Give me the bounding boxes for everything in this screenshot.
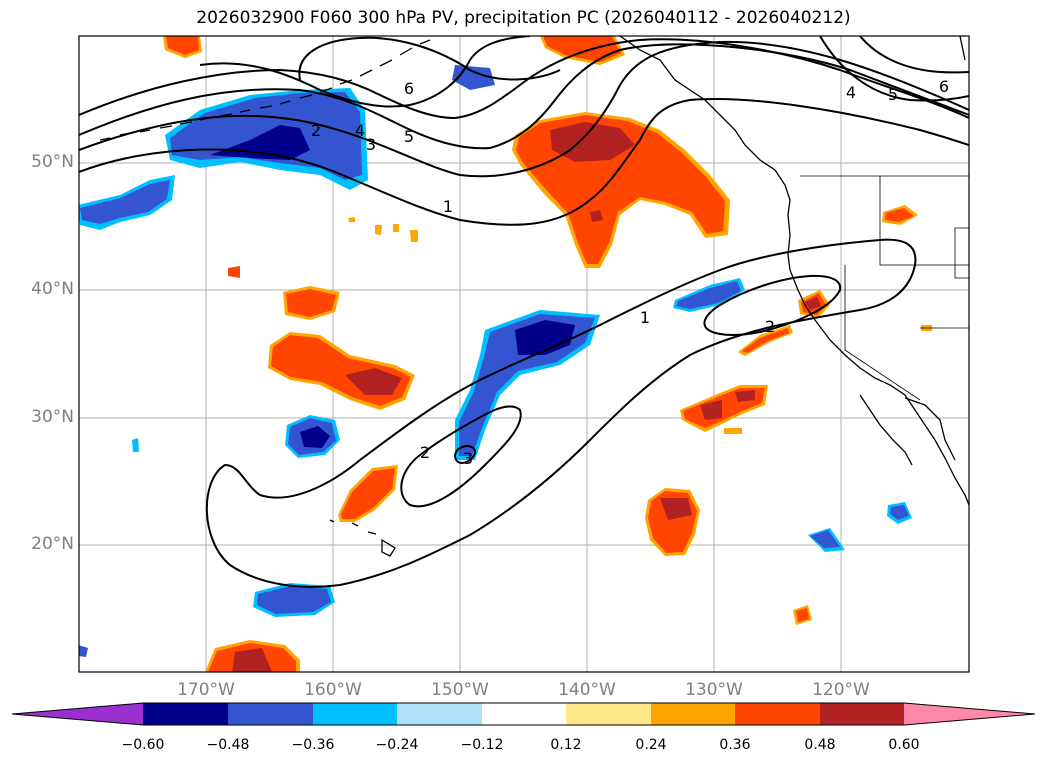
pv-contour-northern-1 <box>79 98 969 226</box>
pv-contours <box>79 36 969 588</box>
colorbar-tick-label: 0.12 <box>550 737 582 753</box>
longitude-label: 140°W <box>558 680 616 700</box>
contour-label: 6 <box>404 79 414 98</box>
pv-contour-southern-1 <box>205 238 917 588</box>
contour-label: 2 <box>765 317 775 336</box>
colorbar-bin <box>143 703 228 725</box>
contour-labels: 6 5 4 3 2 1 6 5 4 1 2 2 3 <box>311 77 949 468</box>
contour-label: 1 <box>443 197 453 216</box>
colorbar-extend-high <box>904 703 1035 725</box>
colorbar-extend-low <box>12 703 143 725</box>
latitude-label: 50°N <box>31 152 74 172</box>
contour-label: 4 <box>846 83 856 102</box>
colorbar-tick-label: 0.24 <box>635 737 667 753</box>
longitude-label: 160°W <box>304 680 362 700</box>
colorbar-bin <box>735 703 820 725</box>
colorbar-tick-label: 0.60 <box>888 737 920 753</box>
hawaiian-islands <box>329 519 396 557</box>
borders <box>800 175 969 401</box>
longitude-label: 130°W <box>685 680 743 700</box>
colorbar-bin <box>566 703 651 725</box>
colorbar-bin <box>820 703 904 725</box>
contour-label: 1 <box>640 308 650 327</box>
contour-label: 4 <box>355 121 365 140</box>
colorbar-tick-label: −0.12 <box>460 737 504 753</box>
colorbar-tick-label: 0.48 <box>804 737 836 753</box>
contour-label: 2 <box>420 443 430 462</box>
colorbar-bin <box>313 703 397 725</box>
map-title: 2026032900 F060 300 hPa PV, precipitatio… <box>196 8 851 28</box>
coastlines <box>99 36 969 557</box>
colorbar-bin <box>228 703 313 725</box>
positive-anomaly-areas <box>163 36 932 672</box>
map-frame <box>78 35 970 673</box>
latitude-label: 20°N <box>31 534 74 554</box>
contour-label: 5 <box>888 85 898 104</box>
contour-label: 5 <box>404 127 414 146</box>
colorbar-bin <box>651 703 735 725</box>
map-area: 6 5 4 3 2 1 6 5 4 1 2 2 3 <box>79 36 969 672</box>
latitude-label: 30°N <box>31 407 74 427</box>
longitude-label: 150°W <box>431 680 489 700</box>
contour-label: 3 <box>463 449 473 468</box>
contour-label: 2 <box>311 121 321 140</box>
colorbar-tick-label: −0.24 <box>375 737 419 753</box>
contour-label: 6 <box>939 77 949 96</box>
colorbar-tick-label: −0.36 <box>291 737 335 753</box>
contour-label: 3 <box>366 135 376 154</box>
colorbar-tick-label: −0.48 <box>206 737 250 753</box>
colorbar <box>11 702 1036 726</box>
longitude-label: 120°W <box>812 680 870 700</box>
colorbar-bin <box>397 703 482 725</box>
latitude-label: 40°N <box>31 279 74 299</box>
longitude-label: 170°W <box>177 680 235 700</box>
colorbar-tick-label: −0.60 <box>121 737 165 753</box>
north-america-coast <box>619 36 969 506</box>
colorbar-tick-label: 0.36 <box>719 737 751 753</box>
colorbar-bin <box>482 703 566 725</box>
